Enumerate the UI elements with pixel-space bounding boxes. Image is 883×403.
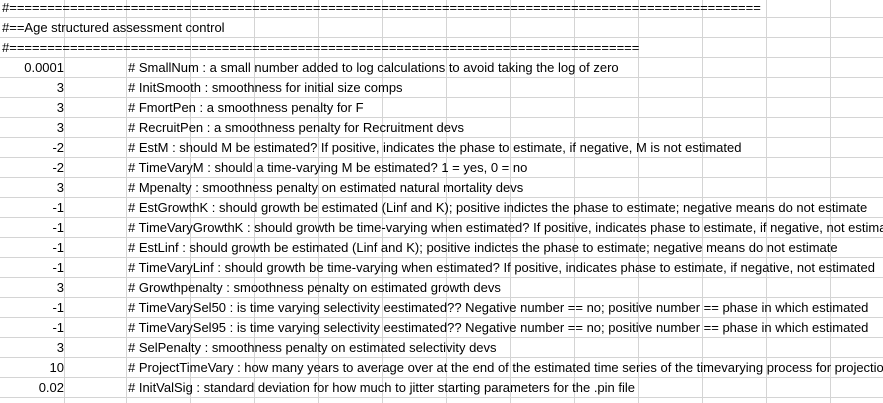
table-row[interactable]: 3 # Growthpenalty : smoothness penalty o…	[0, 278, 883, 298]
value-cell[interactable]: -1	[52, 260, 64, 275]
table-row[interactable]: 3 # InitSmooth : smoothness for initial …	[0, 78, 883, 98]
value-cell[interactable]: 3	[56, 340, 64, 355]
column-divider	[638, 0, 639, 403]
description-cell[interactable]: # Mpenalty : smoothness penalty on estim…	[128, 180, 524, 195]
column-divider	[446, 0, 447, 403]
table-row[interactable]: -1 # EstGrowthK : should growth be estim…	[0, 198, 883, 218]
table-row[interactable]: 3 # Mpenalty : smoothness penalty on est…	[0, 178, 883, 198]
value-cell[interactable]: -1	[52, 220, 64, 235]
value-cell[interactable]: -1	[52, 200, 64, 215]
column-divider	[190, 0, 191, 403]
description-cell[interactable]: # TimeVaryGrowthK : should growth be tim…	[128, 220, 883, 235]
value-cell[interactable]: 10	[49, 360, 64, 375]
column-divider	[510, 0, 511, 403]
value-cell[interactable]: 0.0001	[24, 60, 64, 75]
header-title-cell[interactable]: #==Age structured assessment control	[2, 20, 225, 35]
description-cell[interactable]: # InitValSig : standard deviation for ho…	[128, 380, 636, 395]
table-row[interactable]: -1 # EstLinf : should growth be estimate…	[0, 238, 883, 258]
value-cell[interactable]: 3	[56, 100, 64, 115]
table-row[interactable]: 0.02 # InitValSig : standard deviation f…	[0, 378, 883, 398]
column-divider	[254, 0, 255, 403]
description-cell[interactable]: # Growthpenalty : smoothness penalty on …	[128, 280, 501, 295]
description-cell[interactable]: # SelPenalty : smoothness penalty on est…	[128, 340, 497, 355]
table-row[interactable]: 3 # FmortPen : a smoothness penalty for …	[0, 98, 883, 118]
value-cell[interactable]: -2	[52, 160, 64, 175]
value-cell[interactable]: 3	[56, 180, 64, 195]
description-cell[interactable]: # TimeVarySel95 : is time varying select…	[128, 320, 869, 335]
value-cell[interactable]: 3	[56, 120, 64, 135]
table-row[interactable]: 3 # RecruitPen : a smoothness penalty fo…	[0, 118, 883, 138]
column-divider	[766, 0, 767, 403]
value-cell[interactable]: 3	[56, 280, 64, 295]
column-divider	[64, 0, 65, 403]
table-row[interactable]: -1 # TimeVaryLinf : should growth be tim…	[0, 258, 883, 278]
header-divider-cell[interactable]: #=======================================…	[2, 0, 761, 15]
column-divider	[574, 0, 575, 403]
header-row[interactable]: #=======================================…	[0, 38, 883, 58]
value-cell[interactable]: -1	[52, 320, 64, 335]
column-divider	[830, 0, 831, 403]
description-cell[interactable]: # ProjectTimeVary : how many years to av…	[128, 360, 883, 375]
value-cell[interactable]: -1	[52, 300, 64, 315]
table-row[interactable]: -1 # TimeVarySel50 : is time varying sel…	[0, 298, 883, 318]
table-row[interactable]: 0.0001 # SmallNum : a small number added…	[0, 58, 883, 78]
table-row[interactable]: -2 # EstM : should M be estimated? If po…	[0, 138, 883, 158]
description-cell[interactable]: # InitSmooth : smoothness for initial si…	[128, 80, 403, 95]
description-cell[interactable]: # TimeVarySel50 : is time varying select…	[128, 300, 869, 315]
column-divider	[702, 0, 703, 403]
table-row[interactable]: 10 # ProjectTimeVary : how many years to…	[0, 358, 883, 378]
value-cell[interactable]: 0.02	[38, 380, 64, 395]
header-row[interactable]: #=======================================…	[0, 0, 883, 18]
description-cell[interactable]: # TimeVaryM : should a time-varying M be…	[128, 160, 528, 175]
table-row[interactable]: 3 # SelPenalty : smoothness penalty on e…	[0, 338, 883, 358]
header-row[interactable]: #==Age structured assessment control	[0, 18, 883, 38]
table-row[interactable]: -1 # TimeVarySel95 : is time varying sel…	[0, 318, 883, 338]
description-cell[interactable]: # EstM : should M be estimated? If posit…	[128, 140, 742, 155]
description-cell[interactable]: # RecruitPen : a smoothness penalty for …	[128, 120, 464, 135]
header-divider-cell[interactable]: #=======================================…	[2, 40, 640, 55]
description-cell[interactable]: # FmortPen : a smoothness penalty for F	[128, 100, 364, 115]
value-cell[interactable]: 3	[56, 80, 64, 95]
description-cell[interactable]: # SmallNum : a small number added to log…	[128, 60, 619, 75]
column-divider	[126, 0, 127, 403]
value-cell[interactable]: -2	[52, 140, 64, 155]
description-cell[interactable]: # EstGrowthK : should growth be estimate…	[128, 200, 868, 215]
table-row[interactable]: -2 # TimeVaryM : should a time-varying M…	[0, 158, 883, 178]
description-cell[interactable]: # EstLinf : should growth be estimated (…	[128, 240, 838, 255]
column-divider	[318, 0, 319, 403]
column-divider	[382, 0, 383, 403]
description-cell[interactable]: # TimeVaryLinf : should growth be time-v…	[128, 260, 875, 275]
table-row[interactable]: -1 # TimeVaryGrowthK : should growth be …	[0, 218, 883, 238]
value-cell[interactable]: -1	[52, 240, 64, 255]
